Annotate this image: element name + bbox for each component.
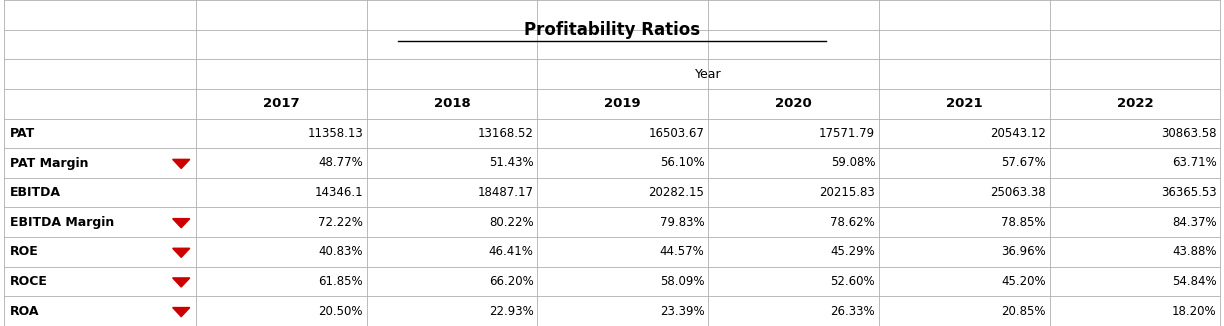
Text: PAT: PAT [10,127,35,140]
Text: 57.67%: 57.67% [1001,156,1047,170]
Text: 40.83%: 40.83% [318,245,364,259]
Text: 22.93%: 22.93% [488,305,534,318]
Text: 43.88%: 43.88% [1173,245,1217,259]
Text: 2019: 2019 [605,97,641,110]
Text: 2022: 2022 [1116,97,1153,110]
Text: Year: Year [695,67,721,81]
Text: EBITDA: EBITDA [10,186,61,199]
Text: 56.10%: 56.10% [660,156,705,170]
Text: 48.77%: 48.77% [318,156,364,170]
Text: 44.57%: 44.57% [660,245,705,259]
Text: 11358.13: 11358.13 [307,127,364,140]
Text: 84.37%: 84.37% [1173,216,1217,229]
Text: 36.96%: 36.96% [1001,245,1047,259]
Text: 79.83%: 79.83% [660,216,705,229]
Polygon shape [173,159,190,169]
Text: 54.84%: 54.84% [1173,275,1217,288]
Text: 2021: 2021 [946,97,983,110]
Text: 14346.1: 14346.1 [315,186,364,199]
Text: 52.60%: 52.60% [831,275,875,288]
Polygon shape [173,307,190,317]
Text: 58.09%: 58.09% [660,275,705,288]
Text: 59.08%: 59.08% [831,156,875,170]
Text: 45.29%: 45.29% [830,245,875,259]
Text: 2017: 2017 [263,97,300,110]
Text: 51.43%: 51.43% [490,156,534,170]
Polygon shape [173,219,190,228]
Text: 16503.67: 16503.67 [649,127,705,140]
Text: ROA: ROA [10,305,39,318]
Text: 20.50%: 20.50% [318,305,364,318]
Text: ROCE: ROCE [10,275,48,288]
Text: PAT Margin: PAT Margin [10,156,88,170]
Text: 72.22%: 72.22% [318,216,364,229]
Text: 80.22%: 80.22% [490,216,534,229]
Text: 36365.53: 36365.53 [1162,186,1217,199]
Polygon shape [173,248,190,258]
Text: 20.85%: 20.85% [1001,305,1047,318]
Text: 45.20%: 45.20% [1001,275,1047,288]
Text: Profitability Ratios: Profitability Ratios [524,21,700,39]
Text: 26.33%: 26.33% [831,305,875,318]
Text: EBITDA Margin: EBITDA Margin [10,216,114,229]
Text: 63.71%: 63.71% [1171,156,1217,170]
Polygon shape [173,278,190,287]
Text: 18487.17: 18487.17 [477,186,534,199]
Text: 20543.12: 20543.12 [990,127,1047,140]
Text: 17571.79: 17571.79 [819,127,875,140]
Text: 20282.15: 20282.15 [649,186,705,199]
Text: 30863.58: 30863.58 [1162,127,1217,140]
Text: 66.20%: 66.20% [488,275,534,288]
Text: 18.20%: 18.20% [1173,305,1217,318]
Text: 78.85%: 78.85% [1001,216,1047,229]
Text: 25063.38: 25063.38 [990,186,1047,199]
Text: ROE: ROE [10,245,38,259]
Text: 23.39%: 23.39% [660,305,705,318]
Text: 20215.83: 20215.83 [819,186,875,199]
Text: 46.41%: 46.41% [488,245,534,259]
Text: 78.62%: 78.62% [830,216,875,229]
Text: 61.85%: 61.85% [318,275,364,288]
Text: 2018: 2018 [433,97,470,110]
Text: 13168.52: 13168.52 [477,127,534,140]
Text: 2020: 2020 [775,97,812,110]
